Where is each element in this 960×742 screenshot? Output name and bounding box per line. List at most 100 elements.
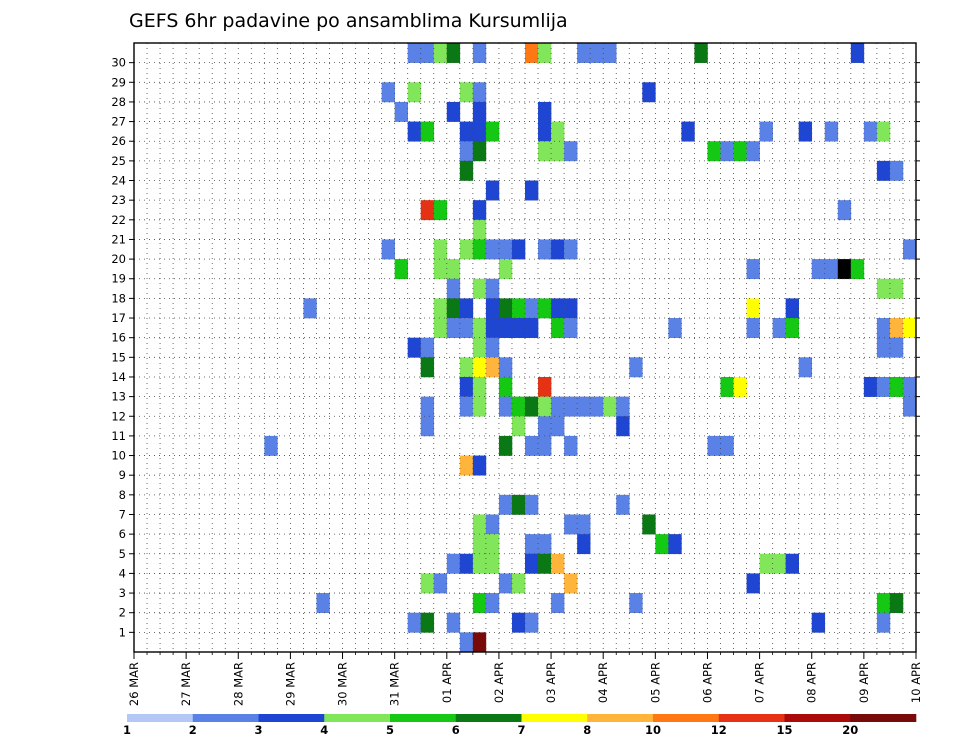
precip-cell <box>538 396 552 417</box>
precip-cell <box>655 534 669 555</box>
precip-cell <box>407 337 422 358</box>
precip-cell <box>420 573 435 594</box>
precip-cell <box>577 43 591 63</box>
precip-cell <box>902 318 917 338</box>
precip-cell <box>472 514 487 535</box>
precip-cell <box>720 141 734 162</box>
x-tick-label: 05 APR <box>648 662 662 703</box>
precip-cell <box>538 376 552 397</box>
precip-cell <box>485 318 500 338</box>
precip-cell <box>694 43 708 63</box>
precip-cell <box>525 396 539 417</box>
precip-cell <box>707 435 721 456</box>
precip-cell <box>485 514 500 535</box>
precip-cell <box>538 416 552 437</box>
colorbar-swatch <box>521 714 588 722</box>
precip-cell <box>459 160 474 181</box>
precip-cell <box>472 82 487 103</box>
colorbar-label: 6 <box>452 723 460 737</box>
precip-cell <box>459 318 474 338</box>
precip-cell <box>876 593 891 614</box>
precip-cell <box>616 494 630 515</box>
precip-cell <box>433 573 448 594</box>
precip-cell <box>811 259 826 280</box>
precip-cell <box>498 259 513 280</box>
precip-cell <box>876 376 891 397</box>
colorbar-swatch <box>455 714 522 722</box>
precip-cell <box>590 396 604 417</box>
y-tick-label: 28 <box>111 95 126 109</box>
precip-cell <box>746 318 760 338</box>
precip-cell <box>511 612 526 633</box>
precip-cell <box>551 553 565 574</box>
precip-cell <box>564 318 578 338</box>
colorbar-swatch <box>653 714 720 722</box>
precip-cell <box>746 259 760 280</box>
precip-cell <box>564 514 578 535</box>
precip-cell <box>525 494 539 515</box>
precip-cell <box>446 553 461 574</box>
y-tick-label: 16 <box>111 331 126 345</box>
precip-cell <box>876 612 891 633</box>
y-tick-label: 14 <box>111 370 126 384</box>
precip-cell <box>446 298 461 319</box>
precip-cell <box>485 357 500 378</box>
precip-cell <box>564 573 578 594</box>
precip-cell <box>525 612 539 633</box>
precip-cell <box>616 416 630 437</box>
precip-cell <box>551 141 565 162</box>
x-tick-label: 02 APR <box>492 662 506 703</box>
chart-title: GEFS 6hr padavine po ansamblima Kursumli… <box>129 10 568 32</box>
precip-cell <box>707 141 721 162</box>
precip-cell <box>798 357 813 378</box>
precip-cell <box>551 121 565 142</box>
precip-cell <box>498 376 513 397</box>
colorbar-swatch <box>127 714 194 722</box>
colorbar-label: 5 <box>386 723 394 737</box>
x-tick-label: 09 APR <box>857 662 871 703</box>
precip-cell <box>498 573 513 594</box>
precip-cell <box>264 435 278 456</box>
precip-cell <box>420 200 435 221</box>
x-tick-label: 04 APR <box>596 662 610 703</box>
y-tick-label: 26 <box>111 134 126 148</box>
precip-cell <box>551 396 565 417</box>
y-tick-label: 29 <box>111 75 126 89</box>
precip-cell <box>564 141 578 162</box>
x-tick-label: 10 APR <box>909 662 923 703</box>
y-tick-label: 25 <box>111 154 126 168</box>
y-tick-label: 9 <box>119 468 126 482</box>
precip-cell <box>498 318 513 338</box>
precip-cell <box>511 318 526 338</box>
precip-cell <box>876 160 891 181</box>
y-axis-ticks: 1234567891011121314151617181920212223242… <box>111 56 920 639</box>
precip-cell <box>850 43 865 63</box>
precip-cell <box>616 396 630 417</box>
precip-cell <box>472 101 487 122</box>
precip-cell <box>577 534 591 555</box>
precip-cell <box>551 298 565 319</box>
colorbar-swatch <box>784 714 851 722</box>
precip-cell <box>485 239 500 260</box>
precip-cell <box>472 141 487 162</box>
precip-cell <box>603 43 617 63</box>
precip-cell <box>902 376 917 397</box>
precip-cell <box>407 121 422 142</box>
precip-cell <box>446 612 461 633</box>
precip-cell <box>381 239 395 260</box>
precip-cell <box>511 239 526 260</box>
precip-cell <box>472 43 487 63</box>
colorbar-swatch <box>587 714 654 722</box>
precip-cell <box>381 82 395 103</box>
x-tick-label: 06 APR <box>701 662 715 703</box>
y-tick-label: 15 <box>111 350 126 364</box>
precip-cell <box>525 43 539 63</box>
precip-cell <box>642 514 656 535</box>
precip-cell <box>303 298 317 319</box>
precip-cell <box>420 357 435 378</box>
precip-cell <box>459 239 474 260</box>
precip-cell <box>498 396 513 417</box>
precip-cell <box>446 259 461 280</box>
precip-cell <box>538 553 552 574</box>
precip-cell <box>420 612 435 633</box>
